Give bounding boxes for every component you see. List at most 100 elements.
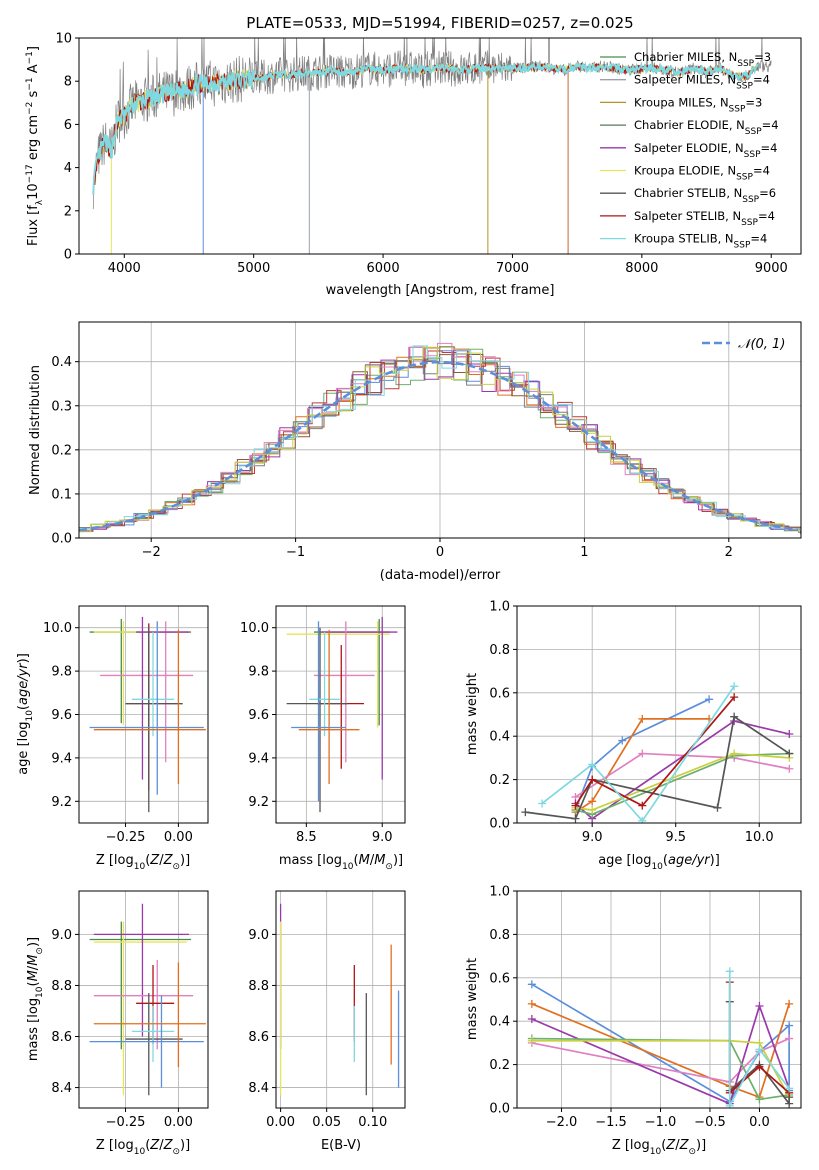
x-tick-label: 0.00 <box>164 1115 193 1130</box>
y-tick-label: 0.6 <box>489 971 510 986</box>
x-tick-label: 9.0 <box>582 830 603 845</box>
data-point-marker <box>730 749 739 758</box>
x-tick-label: −1.5 <box>595 1115 627 1130</box>
series-line <box>525 715 790 820</box>
data-point-marker <box>730 682 739 691</box>
axes-frame <box>516 605 802 824</box>
legend-entry: Salpeter ELODIE, NSSP=4 <box>634 141 777 160</box>
plot-area <box>279 903 400 1096</box>
data-point-marker <box>527 1036 536 1045</box>
data-point-marker <box>571 801 580 810</box>
x-axis-label: E(B-V) <box>321 1138 361 1153</box>
legend-entry: Salpeter MILES, NSSP=4 <box>634 73 770 92</box>
data-point-marker <box>638 816 647 823</box>
data-point-marker <box>705 695 714 704</box>
data-point-marker <box>527 999 536 1008</box>
y-tick-label: 9.2 <box>51 795 72 810</box>
x-tick-label: 7000 <box>496 261 529 276</box>
figure-title: PLATE=0533, MJD=51994, FIBERID=0257, z=0… <box>246 14 633 32</box>
plot-area <box>527 967 794 1108</box>
plot-area <box>92 38 772 254</box>
legend: 𝒩(0, 1) <box>702 337 785 352</box>
x-tick-label: 6000 <box>367 261 400 276</box>
axes-frame <box>516 890 802 1109</box>
legend: Chabrier MILES, NSSP=3 Salpeter MILES, NS… <box>600 50 779 251</box>
mass-age-chart: 8.5 9.0 9.2 9.4 9.6 9.8 10.0 mass [log10(M/M⊙)] <box>240 605 406 872</box>
legend-entry: Kroupa ELODIE, NSSP=4 <box>634 164 770 183</box>
axes-frame <box>275 890 406 1109</box>
x-tick-label: 1 <box>580 545 588 560</box>
x-tick-label: −2 <box>142 545 161 560</box>
y-tick-label: 0.4 <box>51 355 72 370</box>
y-tick-label: 9.8 <box>51 665 72 680</box>
x-tick-label: 0.00 <box>164 830 193 845</box>
data-point-marker <box>638 801 647 810</box>
y-tick-label: 0.3 <box>51 399 72 414</box>
y-tick-label: 9.6 <box>248 708 269 723</box>
x-tick-label: 0.00 <box>266 1115 295 1130</box>
data-point-marker <box>588 775 597 784</box>
mass-weight-age-chart: 9.0 9.5 10.0 0.0 0.2 0.4 0.6 0.8 1.0 age [log10(a… <box>465 600 802 872</box>
x-tick-label: −1 <box>286 545 305 560</box>
x-tick-label: −0.25 <box>106 1115 146 1130</box>
data-point-marker <box>755 1002 764 1011</box>
y-tick-label: 8 <box>64 75 72 90</box>
y-tick-label: 8.4 <box>51 1081 72 1096</box>
x-axis-label: Z [log10(Z/Z⊙)] <box>96 853 190 872</box>
histogram-steps <box>79 353 801 533</box>
y-tick-label: 10 <box>55 32 72 47</box>
legend-entry: Chabrier STELIB, NSSP=6 <box>634 186 776 205</box>
series-line <box>531 1037 790 1101</box>
data-point-marker <box>638 749 647 758</box>
y-tick-label: 9.6 <box>51 708 72 723</box>
y-tick-label: 6 <box>64 118 72 133</box>
data-point-marker <box>527 1015 536 1024</box>
y-tick-label: 8.4 <box>248 1081 269 1096</box>
series-line <box>728 971 790 1107</box>
data-point-marker <box>713 803 722 812</box>
y-tick-label: 0.0 <box>489 1102 510 1117</box>
y-tick-label: 0.8 <box>489 643 510 658</box>
y-tick-label: 0 <box>64 248 72 263</box>
x-tick-label: 9000 <box>755 261 788 276</box>
x-tick-label: 2 <box>725 545 733 560</box>
data-point-marker <box>755 1062 764 1071</box>
extinction-mass-chart: 0.00 0.05 0.10 8.4 8.6 8.8 9.0 E(B-V) <box>248 890 406 1153</box>
y-tick-label: 1.0 <box>489 885 510 900</box>
y-tick-label: 1.0 <box>489 600 510 615</box>
x-tick-label: −0.25 <box>106 830 146 845</box>
y-tick-label: 0.4 <box>489 1015 510 1030</box>
data-point-marker <box>755 1045 764 1054</box>
y-tick-label: 0.4 <box>489 730 510 745</box>
y-tick-label: 9.2 <box>248 795 269 810</box>
series-line <box>531 1003 790 1099</box>
x-tick-label: 0.05 <box>312 1115 341 1130</box>
data-point-marker <box>785 749 794 758</box>
y-tick-label: 8.6 <box>51 1030 72 1045</box>
data-point-marker <box>785 1084 794 1093</box>
x-axis-label: (data-model)/error <box>380 568 501 583</box>
y-tick-label: 0.1 <box>51 487 72 502</box>
histogram-steps <box>80 345 801 530</box>
series-line <box>574 698 710 811</box>
series-line <box>575 752 790 798</box>
y-tick-label: 10.0 <box>240 621 269 636</box>
data-point-marker <box>588 797 597 806</box>
legend-entry: Chabrier ELODIE, NSSP=4 <box>634 118 779 137</box>
y-axis-label: Normed distribution <box>28 365 43 495</box>
data-point-marker <box>730 693 739 702</box>
data-point-marker <box>785 1034 794 1043</box>
x-tick-label: 9.0 <box>372 830 393 845</box>
y-tick-label: 8.8 <box>248 979 269 994</box>
x-tick-label: 5000 <box>237 261 270 276</box>
y-axis-label: mass weight <box>465 958 480 1040</box>
y-axis-label: Flux [fλ10−17 erg cm−2 s−1 A−1] <box>25 46 45 246</box>
x-tick-label: −2.0 <box>546 1115 578 1130</box>
x-tick-label: 0.0 <box>749 1115 770 1130</box>
metallicity-mass-chart: −0.25 0.00 8.4 8.6 8.8 9.0 Z [log10(Z/Z⊙)] mass… <box>26 890 209 1157</box>
plot-area <box>89 616 206 813</box>
y-tick-label: 0.8 <box>489 928 510 943</box>
y-axis-label: mass weight <box>465 673 480 755</box>
